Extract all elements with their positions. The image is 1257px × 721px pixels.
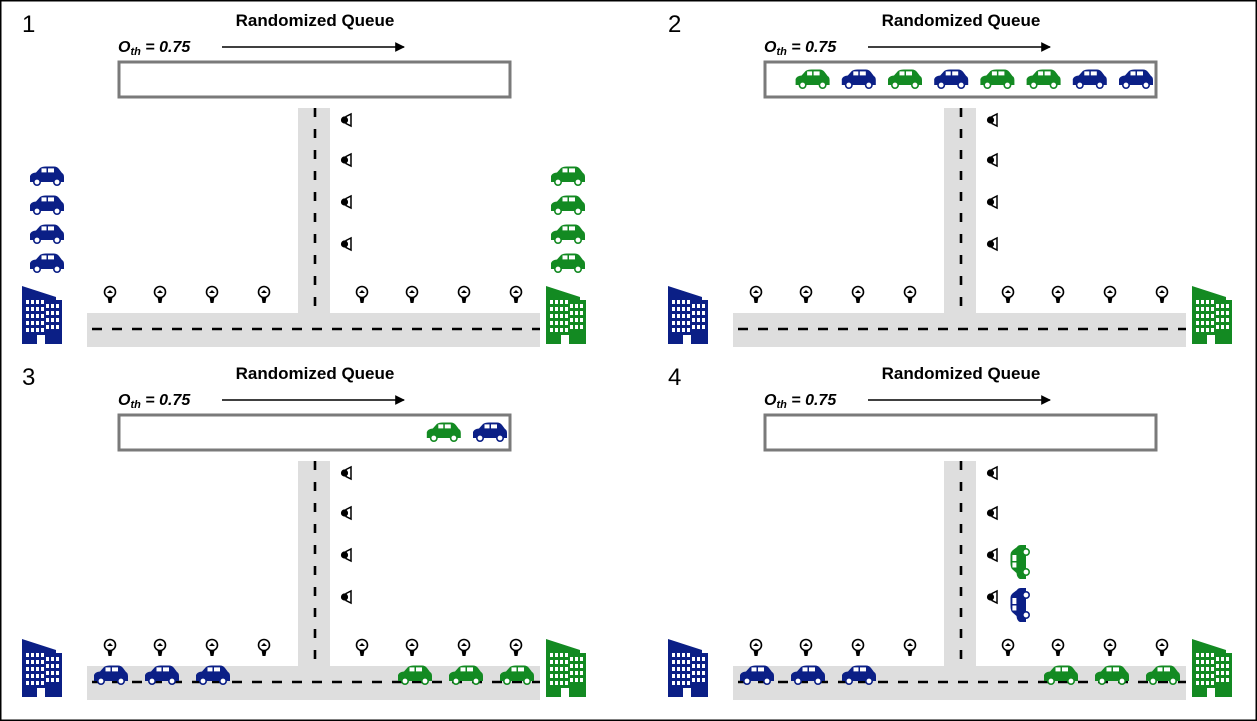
panel-number: 4 [668,364,681,391]
queue-title: Randomized Queue [236,364,395,383]
threshold-subscript: th [130,46,141,58]
threshold-value: = 0.75 [787,39,837,56]
threshold-subscript: th [130,399,141,411]
threshold-symbol: O [118,392,131,409]
threshold-symbol: O [764,39,777,56]
occupancy-threshold-label: Oth = 0.75 [118,39,191,58]
threshold-value: = 0.75 [787,392,837,409]
panel-3: 3 Randomized Queue Oth = 0.75 [22,364,586,700]
threshold-symbol: O [118,39,131,56]
threshold-symbol: O [764,392,777,409]
threshold-value: = 0.75 [141,392,191,409]
threshold-subscript: th [776,399,787,411]
occupancy-threshold-label: Oth = 0.75 [764,39,837,58]
queue-title: Randomized Queue [882,364,1041,383]
panel-number: 1 [22,11,35,38]
queue-box [117,60,512,99]
queue-title: Randomized Queue [882,11,1041,30]
occupancy-threshold-label: Oth = 0.75 [764,392,837,411]
panel-number: 2 [668,11,681,38]
threshold-value: = 0.75 [141,39,191,56]
threshold-subscript: th [776,46,787,58]
panel-number: 3 [22,364,35,391]
queue-title: Randomized Queue [236,11,395,30]
panel-2: 2 Randomized Queue Oth = 0.75 [668,11,1232,347]
panel-4: 4 Randomized Queue Oth = 0.75 [668,364,1232,700]
occupancy-threshold-label: Oth = 0.75 [118,392,191,411]
queue-box [763,413,1158,452]
panel-1: 1 Randomized Queue Oth = 0.75 [22,11,586,347]
